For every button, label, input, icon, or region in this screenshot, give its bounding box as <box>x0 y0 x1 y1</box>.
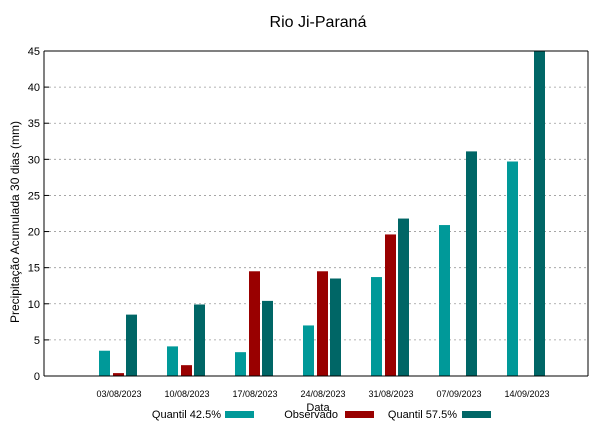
bar <box>534 51 545 376</box>
bar <box>235 352 246 376</box>
legend-swatch <box>225 411 254 418</box>
y-tick-label: 30 <box>28 154 40 166</box>
grid <box>44 50 588 341</box>
bar <box>262 300 273 376</box>
x-tick-label: 14/09/2023 <box>504 389 549 399</box>
x-tick-label: 03/08/2023 <box>96 389 141 399</box>
legend-label: Quantil 42.5% <box>152 409 221 421</box>
bar <box>181 365 192 376</box>
bar <box>249 271 260 376</box>
x-tick-label: 07/09/2023 <box>436 389 481 399</box>
x-tick-label: 10/08/2023 <box>164 389 209 399</box>
bars <box>99 51 545 376</box>
bar <box>398 218 409 376</box>
bar <box>126 314 137 376</box>
bar <box>507 161 518 376</box>
legend-label: Observado <box>284 409 338 421</box>
bar <box>303 325 314 376</box>
legend-label: Quantil 57.5% <box>388 409 457 421</box>
bar <box>317 271 328 376</box>
legend-swatch <box>462 411 491 418</box>
y-tick-label: 20 <box>28 227 40 239</box>
y-tick-label: 5 <box>34 335 40 347</box>
legend: Quantil 42.5% Observado Quantil 57.5% <box>152 409 491 421</box>
y-tick-label: 15 <box>28 263 40 275</box>
x-tick-label: 31/08/2023 <box>368 389 413 399</box>
bar <box>371 277 382 376</box>
y-tick-label: 25 <box>28 190 40 202</box>
y-tick-label: 0 <box>34 371 40 383</box>
y-tick-label: 40 <box>28 82 40 94</box>
x-tick-label: 24/08/2023 <box>300 389 345 399</box>
bar <box>466 151 477 376</box>
bar <box>167 346 178 376</box>
y-axis-label: Precipitação Acumulada 30 dias (mm) <box>8 121 22 323</box>
bar <box>385 234 396 376</box>
bar <box>439 225 450 376</box>
bar <box>194 304 205 376</box>
bar <box>330 278 341 376</box>
x-tick-label: 17/08/2023 <box>232 389 277 399</box>
x-axis-label: Data <box>306 402 330 414</box>
y-tick-label: 35 <box>28 118 40 130</box>
axes: 0 5 10 15 20 25 30 35 40 45 03/08/2023 10/08/2023 17… <box>28 46 589 399</box>
y-tick-label: 10 <box>28 299 40 311</box>
bar <box>113 373 124 376</box>
y-tick-label: 45 <box>28 46 40 58</box>
bar <box>99 350 110 376</box>
chart-title: Rio Ji-Paraná <box>270 14 367 31</box>
legend-swatch <box>345 411 374 418</box>
